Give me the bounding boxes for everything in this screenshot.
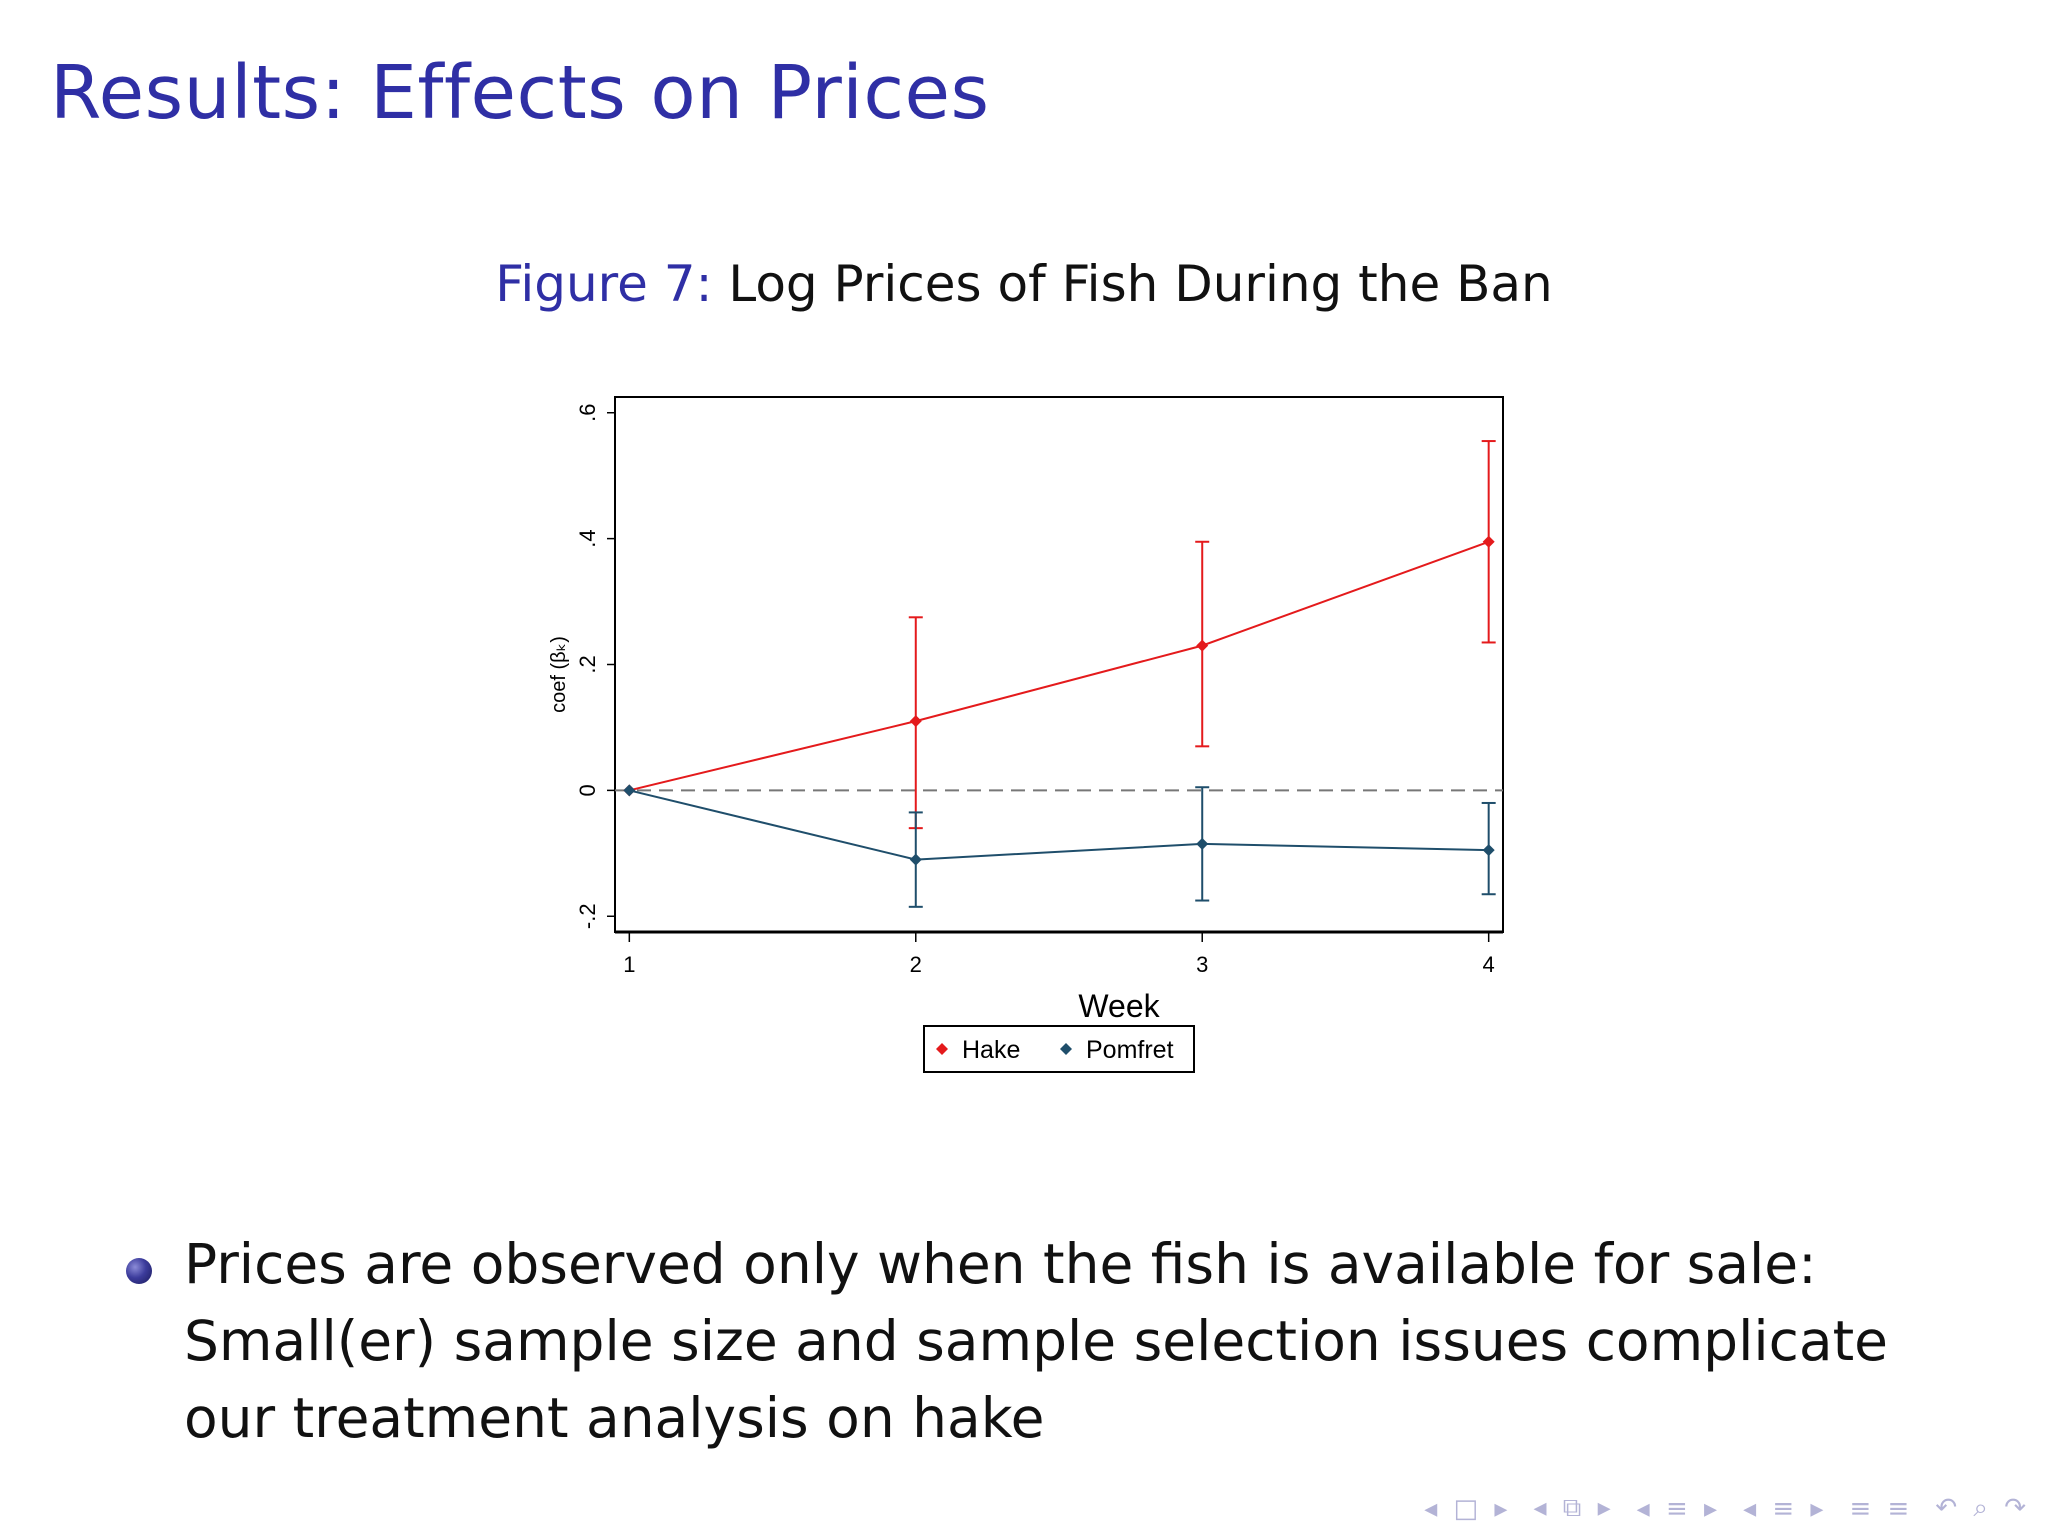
y-tick-label: 0 [575, 784, 600, 796]
legend-label-pomfret: Pomfret [1086, 1036, 1174, 1064]
pomfret-point [623, 784, 636, 797]
nav-search-icon[interactable]: ↶ ⌕ ↷ [1935, 1493, 2030, 1523]
y-tick-label: .4 [575, 529, 600, 547]
legend-label-hake: Hake [962, 1036, 1020, 1064]
pomfret-point [1196, 837, 1209, 850]
nav-outline-icon[interactable]: ≡ ≡ [1849, 1493, 1914, 1524]
x-tick-label: 2 [910, 952, 922, 977]
nav-next-section-icon[interactable]: ◂ ≡ ▸ [1743, 1493, 1828, 1524]
pomfret-point [1482, 844, 1495, 857]
y-tick-label: .2 [575, 655, 600, 673]
x-tick-label: 3 [1196, 952, 1208, 977]
beamer-navigation-bar: ◂ □ ▸ ◂ ⧉ ▸ ◂ ≡ ▸ ◂ ≡ ▸ ≡ ≡ ↶ ⌕ ↷ [1424, 1493, 2030, 1524]
x-tick-label: 1 [623, 952, 635, 977]
legend-marker-pomfret [1060, 1043, 1072, 1055]
bullet-text: Prices are observed only when the fish i… [184, 1232, 1888, 1450]
pomfret-point [909, 853, 922, 866]
figure-label: Figure 7: [495, 255, 713, 313]
x-tick-label: 4 [1483, 952, 1495, 977]
bullet-icon [126, 1258, 152, 1284]
hake-point [1196, 639, 1209, 652]
figure-caption-text: Log Prices of Fish During the Ban [728, 255, 1553, 313]
hake-point [909, 715, 922, 728]
pomfret-series-line [629, 789, 1489, 861]
legend-marker-hake [936, 1043, 948, 1055]
y-tick-label: .6 [575, 404, 600, 422]
hake-point [1482, 535, 1495, 548]
nav-first-icon[interactable]: ◂ □ ▸ [1424, 1493, 1512, 1524]
nav-frame-icon[interactable]: ◂ ⧉ ▸ [1533, 1493, 1615, 1523]
legend-box [923, 1025, 1195, 1073]
y-axis-label: coef (βₖ) [548, 636, 570, 713]
nav-prev-section-icon[interactable]: ◂ ≡ ▸ [1636, 1493, 1722, 1524]
x-axis-label: Week [1078, 988, 1160, 1024]
plot-frame [614, 396, 1504, 933]
slide-title: Results: Effects on Prices [50, 50, 990, 136]
hake-series-line [629, 540, 1490, 792]
y-tick-label: -.2 [575, 903, 600, 929]
figure-caption: Figure 7: Log Prices of Fish During the … [0, 255, 2048, 313]
